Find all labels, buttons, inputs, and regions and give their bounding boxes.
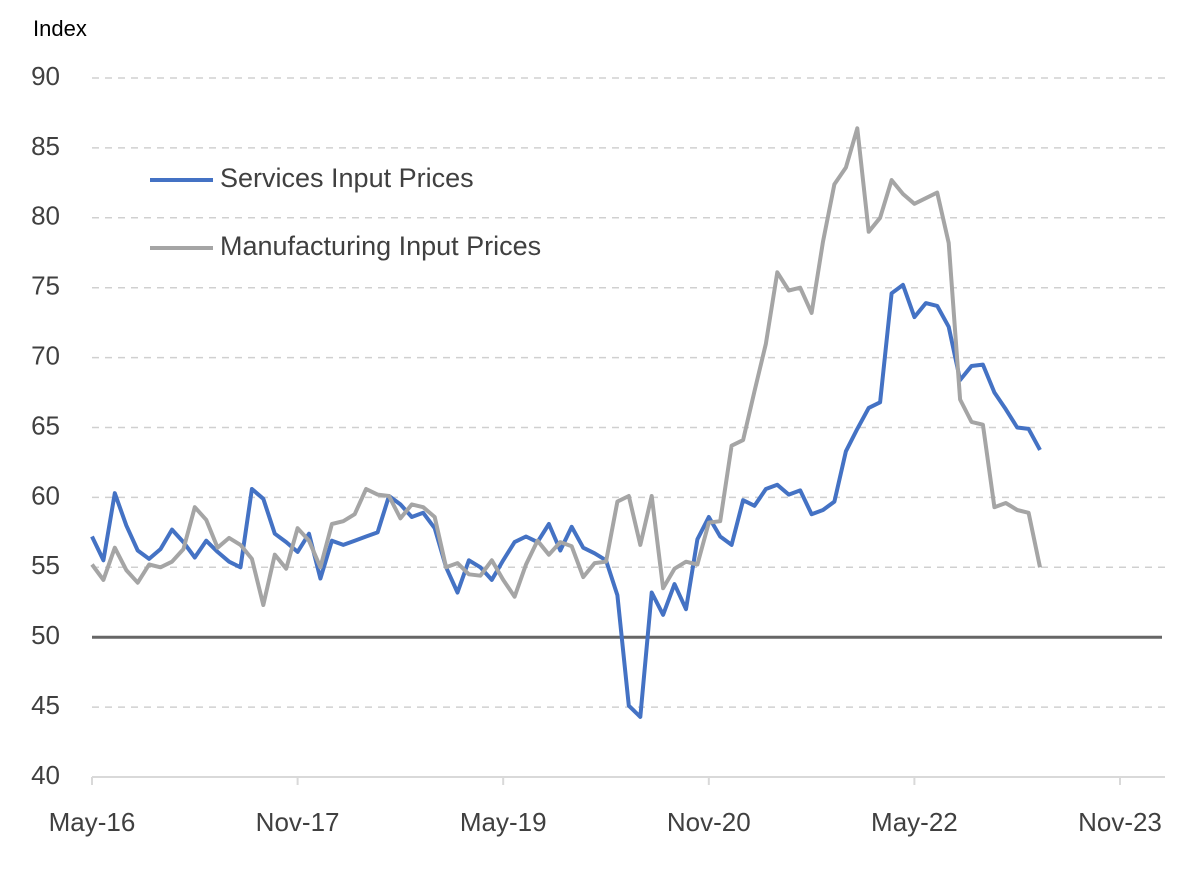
y-axis-label: Index [33, 16, 87, 41]
y-tick-label: 65 [31, 410, 60, 440]
y-tick-label: 55 [31, 550, 60, 580]
legend-label: Manufacturing Input Prices [220, 231, 541, 261]
legend-label: Services Input Prices [220, 163, 474, 193]
x-tick-label: May-19 [460, 807, 547, 837]
y-tick-label: 45 [31, 690, 60, 720]
x-tick-label: May-22 [871, 807, 958, 837]
y-tick-label: 75 [31, 271, 60, 301]
y-tick-label: 60 [31, 480, 60, 510]
x-tick-label: May-16 [49, 807, 136, 837]
y-tick-label: 70 [31, 340, 60, 370]
series-line [90, 126, 1042, 607]
y-tick-label: 80 [31, 201, 60, 231]
x-tick-label: Nov-20 [667, 807, 751, 837]
x-tick-label: Nov-23 [1078, 807, 1162, 837]
y-tick-label: 40 [31, 760, 60, 790]
series-line [90, 282, 1042, 719]
y-tick-label: 50 [31, 620, 60, 650]
y-tick-label: 90 [31, 61, 60, 91]
y-tick-label: 85 [31, 131, 60, 161]
x-tick-label: Nov-17 [256, 807, 340, 837]
